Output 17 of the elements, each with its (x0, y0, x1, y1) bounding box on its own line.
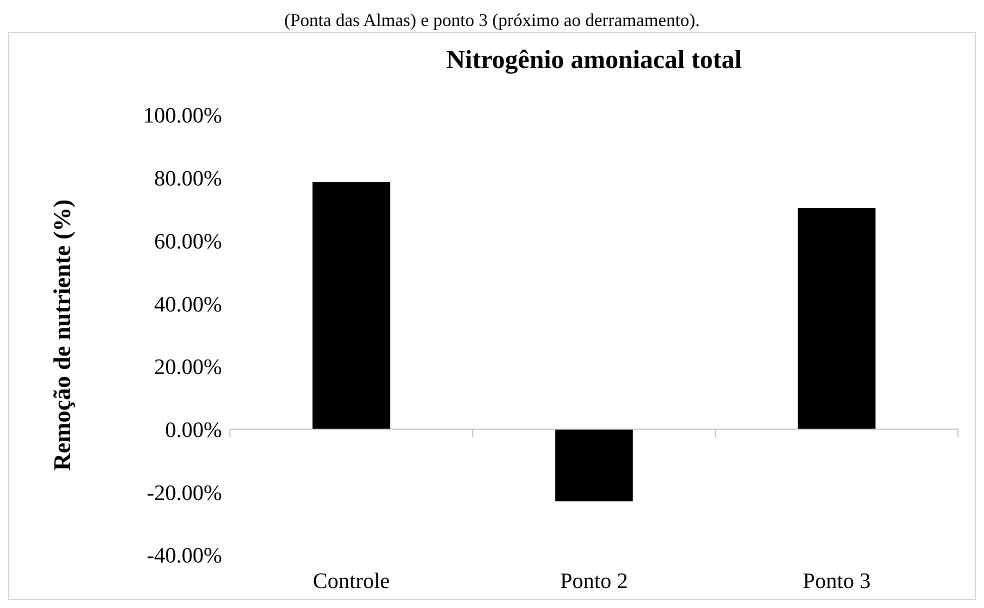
bar (798, 208, 876, 430)
y-tick-label: 60.00% (154, 228, 222, 254)
chart-title: Nitrogênio amoniacal total (446, 45, 742, 74)
y-tick-label: 100.00% (143, 102, 222, 128)
y-tick-label: -40.00% (146, 542, 222, 568)
bar (312, 182, 390, 430)
y-tick-label: 20.00% (154, 354, 222, 380)
y-tick-label: -20.00% (146, 480, 222, 505)
x-tick-label: Controle (312, 568, 390, 593)
y-tick-label: 40.00% (154, 291, 222, 316)
y-axis-title: Remoção de nutriente (%) (50, 199, 76, 471)
bar (555, 429, 633, 502)
y-tick-label: 80.00% (154, 166, 222, 191)
text: (Ponta das Almas) e ponto 3 (próximo ao derramamento). (284, 10, 700, 30)
x-tick-label: Ponto 2 (560, 568, 628, 593)
x-tick-label: Ponto 3 (802, 568, 871, 593)
y-tick-label: 0.00% (165, 416, 222, 442)
